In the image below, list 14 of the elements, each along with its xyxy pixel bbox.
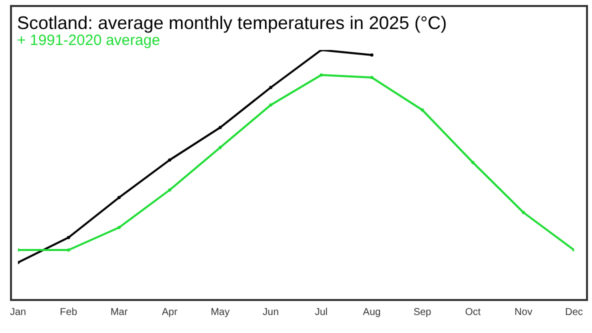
x-tick-label: Jan	[10, 307, 26, 318]
chart-title: Scotland: average monthly temperatures in 2025 (°C)	[17, 12, 447, 34]
x-tick-label: Mar	[110, 307, 128, 318]
x-tick-label: Dec	[565, 307, 583, 318]
x-tick-label: Nov	[514, 307, 532, 318]
x-tick-label: Jun	[262, 307, 279, 318]
x-tick-label: Aug	[362, 307, 381, 318]
x-tick-label: Sep	[413, 307, 432, 318]
x-tick-label: Apr	[162, 307, 178, 318]
x-tick-label: Feb	[60, 307, 78, 318]
x-tick-label: May	[210, 307, 230, 318]
x-tick-label: Oct	[465, 307, 481, 318]
x-tick-label: Jul	[314, 307, 328, 318]
chart-subtitle: + 1991-2020 average	[17, 32, 160, 49]
